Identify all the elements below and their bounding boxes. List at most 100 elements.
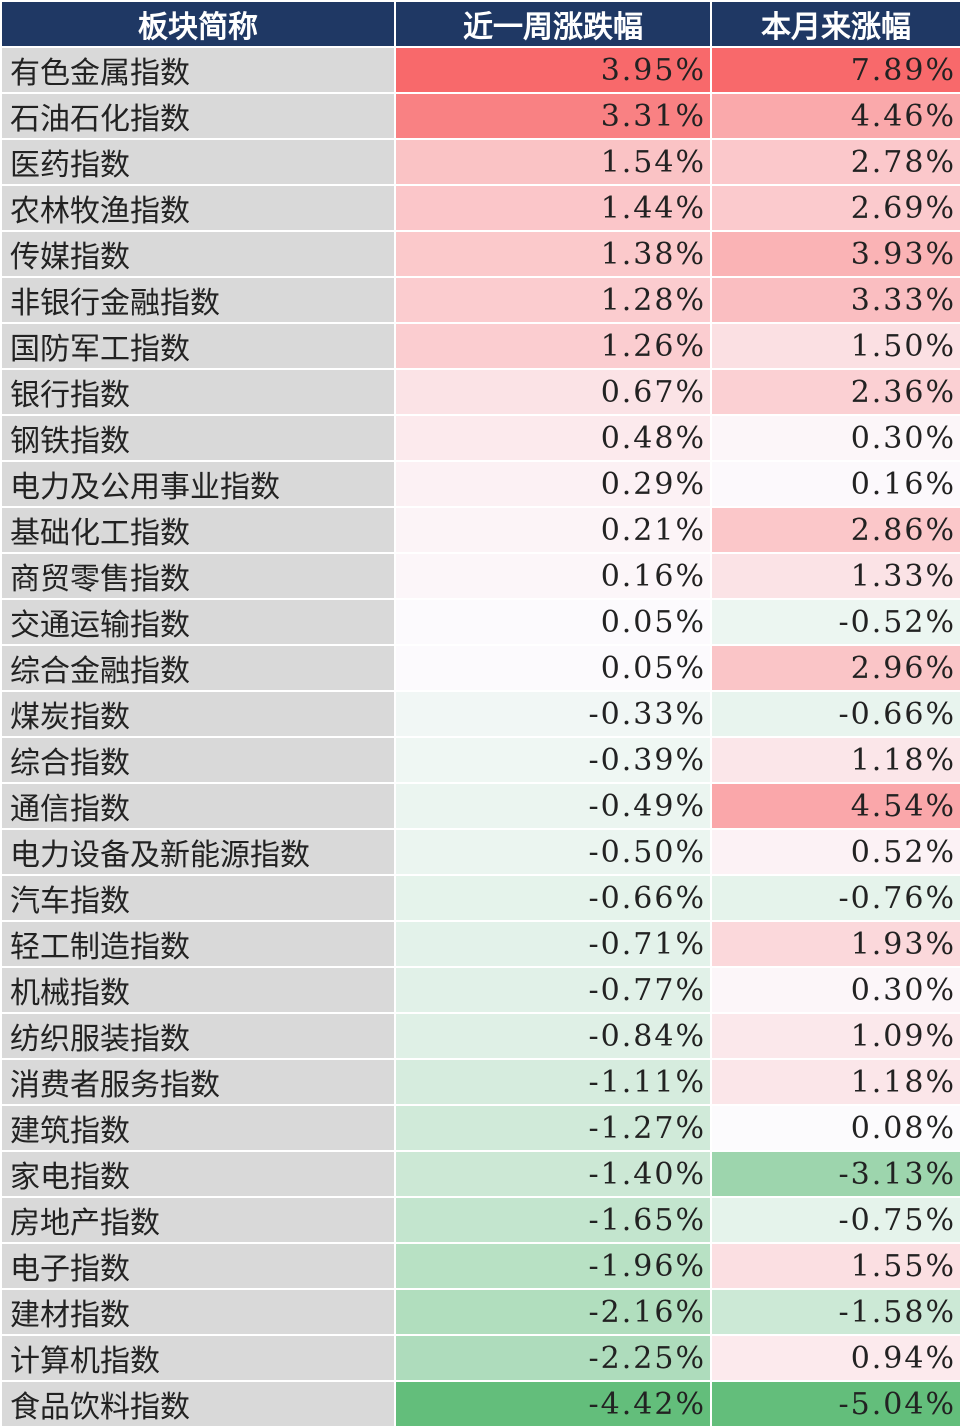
header-week-change: 近一周涨跌幅 (394, 0, 712, 48)
table-row: 国防军工指数 1.26% 1.50% (0, 322, 960, 370)
month-change-cell: 0.52% (710, 828, 960, 876)
month-change-cell: 2.78% (710, 138, 960, 186)
month-change-cell: -0.76% (710, 874, 960, 922)
sector-name-cell: 建材指数 (0, 1288, 396, 1336)
month-change-cell: 0.30% (710, 414, 960, 462)
table-row: 电力及公用事业指数 0.29% 0.16% (0, 460, 960, 508)
sector-name-cell: 医药指数 (0, 138, 396, 186)
sector-name-cell: 商贸零售指数 (0, 552, 396, 600)
month-change-cell: 1.93% (710, 920, 960, 968)
week-change-cell: -1.11% (394, 1058, 712, 1106)
week-change-cell: 0.67% (394, 368, 712, 416)
table-row: 食品饮料指数 -4.42% -5.04% (0, 1380, 960, 1428)
week-change-cell: -0.84% (394, 1012, 712, 1060)
week-change-cell: 3.95% (394, 46, 712, 94)
table-row: 轻工制造指数 -0.71% 1.93% (0, 920, 960, 968)
sector-name-cell: 通信指数 (0, 782, 396, 830)
sector-name-cell: 电力设备及新能源指数 (0, 828, 396, 876)
week-change-cell: 1.28% (394, 276, 712, 324)
month-change-cell: 4.46% (710, 92, 960, 140)
sector-name-cell: 食品饮料指数 (0, 1380, 396, 1428)
week-change-cell: -0.33% (394, 690, 712, 738)
month-change-cell: -1.58% (710, 1288, 960, 1336)
month-change-cell: -0.66% (710, 690, 960, 738)
table-row: 电子指数 -1.96% 1.55% (0, 1242, 960, 1290)
table-row: 电力设备及新能源指数 -0.50% 0.52% (0, 828, 960, 876)
sector-name-cell: 房地产指数 (0, 1196, 396, 1244)
table-row: 建材指数 -2.16% -1.58% (0, 1288, 960, 1336)
week-change-cell: -0.71% (394, 920, 712, 968)
sector-name-cell: 家电指数 (0, 1150, 396, 1198)
month-change-cell: 4.54% (710, 782, 960, 830)
sector-name-cell: 机械指数 (0, 966, 396, 1014)
table-row: 非银行金融指数 1.28% 3.33% (0, 276, 960, 324)
month-change-cell: 1.18% (710, 736, 960, 784)
table-row: 有色金属指数 3.95% 7.89% (0, 46, 960, 94)
sector-name-cell: 农林牧渔指数 (0, 184, 396, 232)
table-row: 交通运输指数 0.05% -0.52% (0, 598, 960, 646)
month-change-cell: 2.96% (710, 644, 960, 692)
week-change-cell: -1.40% (394, 1150, 712, 1198)
month-change-cell: 2.86% (710, 506, 960, 554)
table-row: 医药指数 1.54% 2.78% (0, 138, 960, 186)
week-change-cell: 0.29% (394, 460, 712, 508)
sector-name-cell: 交通运输指数 (0, 598, 396, 646)
month-change-cell: -0.52% (710, 598, 960, 646)
sector-name-cell: 纺织服装指数 (0, 1012, 396, 1060)
sector-name-cell: 国防军工指数 (0, 322, 396, 370)
month-change-cell: -3.13% (710, 1150, 960, 1198)
table-body: 有色金属指数 3.95% 7.89% 石油石化指数 3.31% 4.46% 医药指数 1.54… (0, 46, 960, 1428)
month-change-cell: 0.30% (710, 966, 960, 1014)
sector-name-cell: 非银行金融指数 (0, 276, 396, 324)
table-row: 传媒指数 1.38% 3.93% (0, 230, 960, 278)
week-change-cell: 1.26% (394, 322, 712, 370)
week-change-cell: -0.39% (394, 736, 712, 784)
table-row: 钢铁指数 0.48% 0.30% (0, 414, 960, 462)
table-row: 家电指数 -1.40% -3.13% (0, 1150, 960, 1198)
table-row: 商贸零售指数 0.16% 1.33% (0, 552, 960, 600)
week-change-cell: 0.16% (394, 552, 712, 600)
week-change-cell: 1.38% (394, 230, 712, 278)
sector-name-cell: 煤炭指数 (0, 690, 396, 738)
sector-name-cell: 综合指数 (0, 736, 396, 784)
table-row: 综合金融指数 0.05% 2.96% (0, 644, 960, 692)
week-change-cell: 1.44% (394, 184, 712, 232)
week-change-cell: -0.49% (394, 782, 712, 830)
week-change-cell: -2.16% (394, 1288, 712, 1336)
sector-name-cell: 建筑指数 (0, 1104, 396, 1152)
table-row: 石油石化指数 3.31% 4.46% (0, 92, 960, 140)
week-change-cell: -0.66% (394, 874, 712, 922)
sector-name-cell: 钢铁指数 (0, 414, 396, 462)
table-row: 综合指数 -0.39% 1.18% (0, 736, 960, 784)
month-change-cell: 1.33% (710, 552, 960, 600)
header-month-change: 本月来涨幅 (710, 0, 960, 48)
week-change-cell: -1.27% (394, 1104, 712, 1152)
sector-name-cell: 电子指数 (0, 1242, 396, 1290)
sector-name-cell: 消费者服务指数 (0, 1058, 396, 1106)
table-row: 基础化工指数 0.21% 2.86% (0, 506, 960, 554)
sector-name-cell: 传媒指数 (0, 230, 396, 278)
header-row: 板块简称 近一周涨跌幅 本月来涨幅 (0, 0, 960, 48)
week-change-cell: 0.21% (394, 506, 712, 554)
sector-name-cell: 电力及公用事业指数 (0, 460, 396, 508)
table-row: 农林牧渔指数 1.44% 2.69% (0, 184, 960, 232)
week-change-cell: -4.42% (394, 1380, 712, 1428)
week-change-cell: -1.65% (394, 1196, 712, 1244)
week-change-cell: -1.96% (394, 1242, 712, 1290)
month-change-cell: -5.04% (710, 1380, 960, 1428)
month-change-cell: 3.33% (710, 276, 960, 324)
table-row: 计算机指数 -2.25% 0.94% (0, 1334, 960, 1382)
sector-name-cell: 汽车指数 (0, 874, 396, 922)
sector-name-cell: 综合金融指数 (0, 644, 396, 692)
month-change-cell: 1.18% (710, 1058, 960, 1106)
table-row: 汽车指数 -0.66% -0.76% (0, 874, 960, 922)
sector-name-cell: 计算机指数 (0, 1334, 396, 1382)
table-row: 机械指数 -0.77% 0.30% (0, 966, 960, 1014)
week-change-cell: -2.25% (394, 1334, 712, 1382)
sector-name-cell: 基础化工指数 (0, 506, 396, 554)
month-change-cell: 2.36% (710, 368, 960, 416)
sector-name-cell: 银行指数 (0, 368, 396, 416)
table-row: 银行指数 0.67% 2.36% (0, 368, 960, 416)
month-change-cell: 1.50% (710, 322, 960, 370)
